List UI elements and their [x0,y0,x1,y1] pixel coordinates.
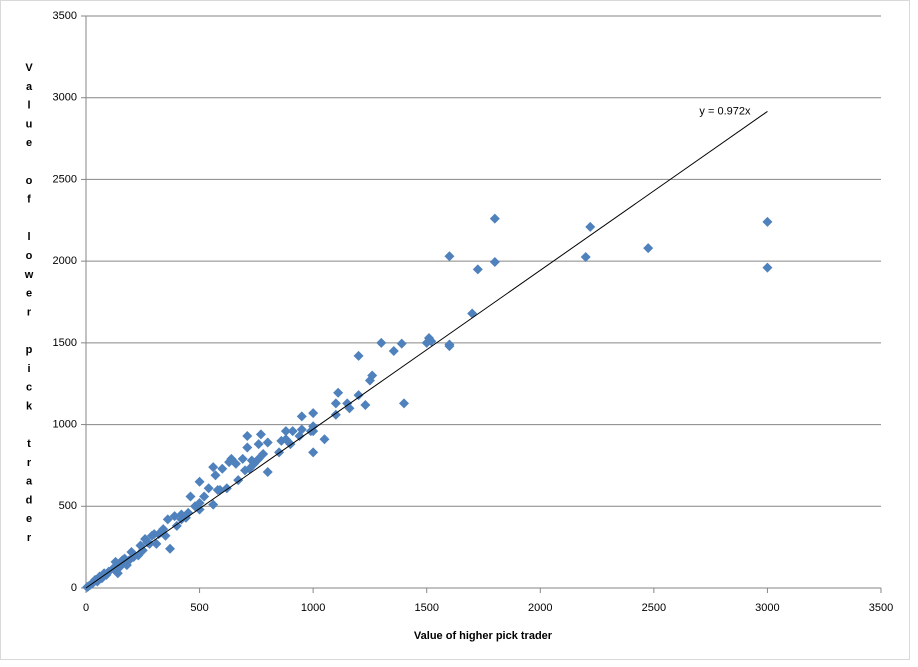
point [376,337,387,348]
point [146,530,157,541]
y-tick-label: 1000 [53,418,77,430]
point [233,475,244,486]
x-axis-title: Value of higher pick trader [414,630,553,642]
point [399,398,409,409]
point [762,216,773,227]
point [489,213,500,224]
point [242,442,253,453]
x-tick-label: 1000 [301,602,325,614]
point [119,553,130,564]
point [287,426,298,437]
point [308,447,319,458]
point [169,511,180,522]
point [224,457,235,468]
point [237,453,248,464]
point [212,484,223,495]
point [308,408,319,419]
point [280,426,291,437]
point [176,514,187,525]
point [330,409,341,420]
y-tick-label: 2000 [53,255,77,267]
point [142,537,153,548]
x-tick-label: 2500 [642,602,666,614]
point [360,399,371,410]
point [353,350,364,361]
point [333,387,344,398]
point [444,251,455,262]
point [353,390,364,401]
y-tick-label: 0 [71,582,77,594]
point [489,256,500,267]
point [208,462,219,473]
y-tick-label: 2500 [53,173,77,185]
point [171,520,182,531]
point [580,252,591,263]
point [240,465,250,476]
point [276,435,287,446]
point [185,491,196,502]
point [242,431,253,442]
point [162,514,173,525]
point [294,431,305,442]
point [210,470,221,481]
point [330,398,341,409]
x-tick-label: 500 [190,602,208,614]
point [262,437,273,448]
point [342,398,353,409]
point [255,429,266,440]
x-tick-label: 3000 [755,602,779,614]
point [253,439,264,450]
y-tick-label: 500 [59,500,77,512]
point [262,466,273,477]
point [203,483,214,494]
trendline [85,111,768,589]
point [319,434,330,445]
point [208,499,219,510]
x-tick-label: 3500 [869,602,893,614]
point [364,375,375,386]
point [246,455,257,466]
point [444,341,455,352]
x-tick-label: 2000 [528,602,552,614]
point [194,476,205,487]
point [151,538,162,549]
point [388,346,399,357]
point [155,527,166,538]
point [190,501,201,512]
y-tick-label: 3500 [53,10,77,22]
point [472,264,483,275]
point [296,411,307,422]
point [165,543,176,554]
point [426,336,437,347]
point [396,338,407,349]
point [762,262,773,273]
x-tick-label: 0 [83,602,89,614]
point [585,221,596,232]
point [128,551,139,562]
trendline-label: y = 0.972x [699,105,751,117]
point [643,243,654,254]
y-tick-label: 1500 [53,337,77,349]
point [217,463,228,474]
point [199,491,210,502]
y-tick-label: 3000 [53,92,77,104]
x-tick-label: 1500 [414,602,438,614]
